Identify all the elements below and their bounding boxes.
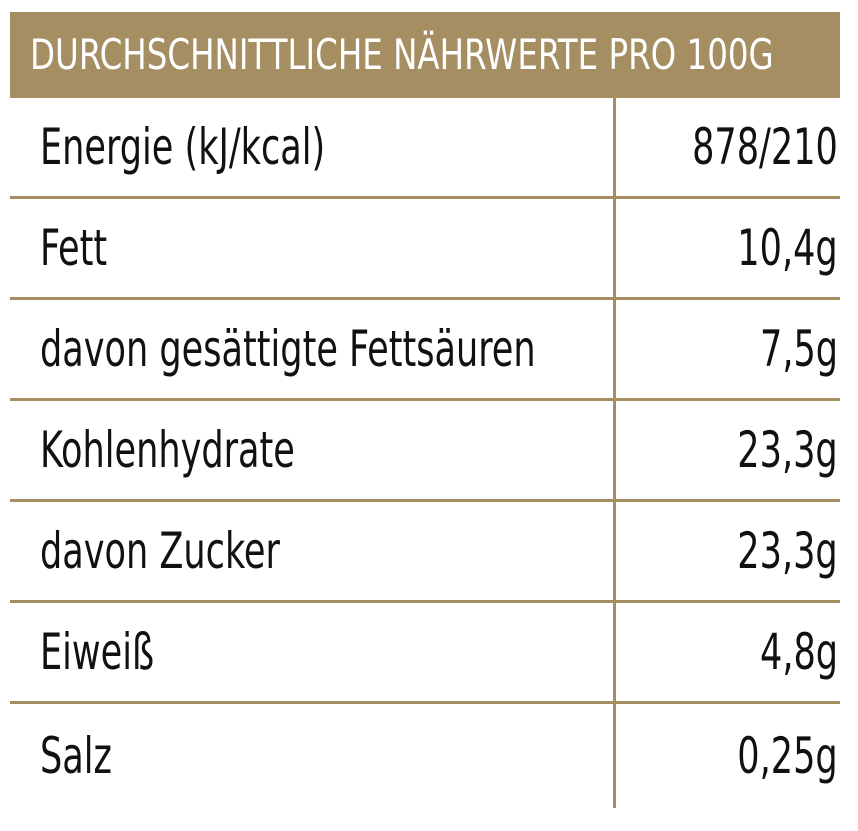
table-header: DURCHSCHNITTLICHE NÄHRWERTE PRO 100G — [10, 12, 840, 98]
row-label: davon Zucker — [40, 522, 280, 580]
row-value-cell: 23,3g — [616, 502, 840, 600]
row-label: Salz — [40, 727, 112, 785]
table-row: Fett 10,4g — [10, 199, 840, 300]
row-label-cell: Energie (kJ/kcal) — [10, 98, 616, 196]
row-label-cell: davon gesättigte Fettsäuren — [10, 300, 616, 398]
row-label: Fett — [40, 219, 108, 277]
row-value-cell: 0,25g — [616, 704, 840, 808]
table-title: DURCHSCHNITTLICHE NÄHRWERTE PRO 100G — [30, 30, 774, 79]
table-row: Eiweiß 4,8g — [10, 603, 840, 704]
nutrition-table: DURCHSCHNITTLICHE NÄHRWERTE PRO 100G Ene… — [10, 12, 840, 812]
row-value: 4,8g — [759, 623, 838, 681]
table-row: Salz 0,25g — [10, 704, 840, 808]
row-value: 10,4g — [737, 219, 838, 277]
row-label: Eiweiß — [40, 623, 155, 681]
row-label-cell: Fett — [10, 199, 616, 297]
table-row: davon Zucker 23,3g — [10, 502, 840, 603]
row-label-cell: Salz — [10, 704, 616, 808]
row-label: Energie (kJ/kcal) — [40, 118, 326, 176]
row-value: 23,3g — [737, 522, 838, 580]
row-value: 0,25g — [737, 727, 838, 785]
row-label-cell: davon Zucker — [10, 502, 616, 600]
row-label-cell: Kohlenhydrate — [10, 401, 616, 499]
table-row: Kohlenhydrate 23,3g — [10, 401, 840, 502]
row-value: 7,5g — [759, 320, 838, 378]
row-value-cell: 7,5g — [616, 300, 840, 398]
row-label: davon gesättigte Fettsäuren — [40, 320, 536, 378]
row-value-cell: 878/210 — [616, 98, 840, 196]
table-row: Energie (kJ/kcal) 878/210 — [10, 98, 840, 199]
row-value: 23,3g — [737, 421, 838, 479]
row-label: Kohlenhydrate — [40, 421, 295, 479]
row-value-cell: 10,4g — [616, 199, 840, 297]
row-value-cell: 23,3g — [616, 401, 840, 499]
row-value: 878/210 — [692, 118, 838, 176]
row-value-cell: 4,8g — [616, 603, 840, 701]
table-row: davon gesättigte Fettsäuren 7,5g — [10, 300, 840, 401]
row-label-cell: Eiweiß — [10, 603, 616, 701]
